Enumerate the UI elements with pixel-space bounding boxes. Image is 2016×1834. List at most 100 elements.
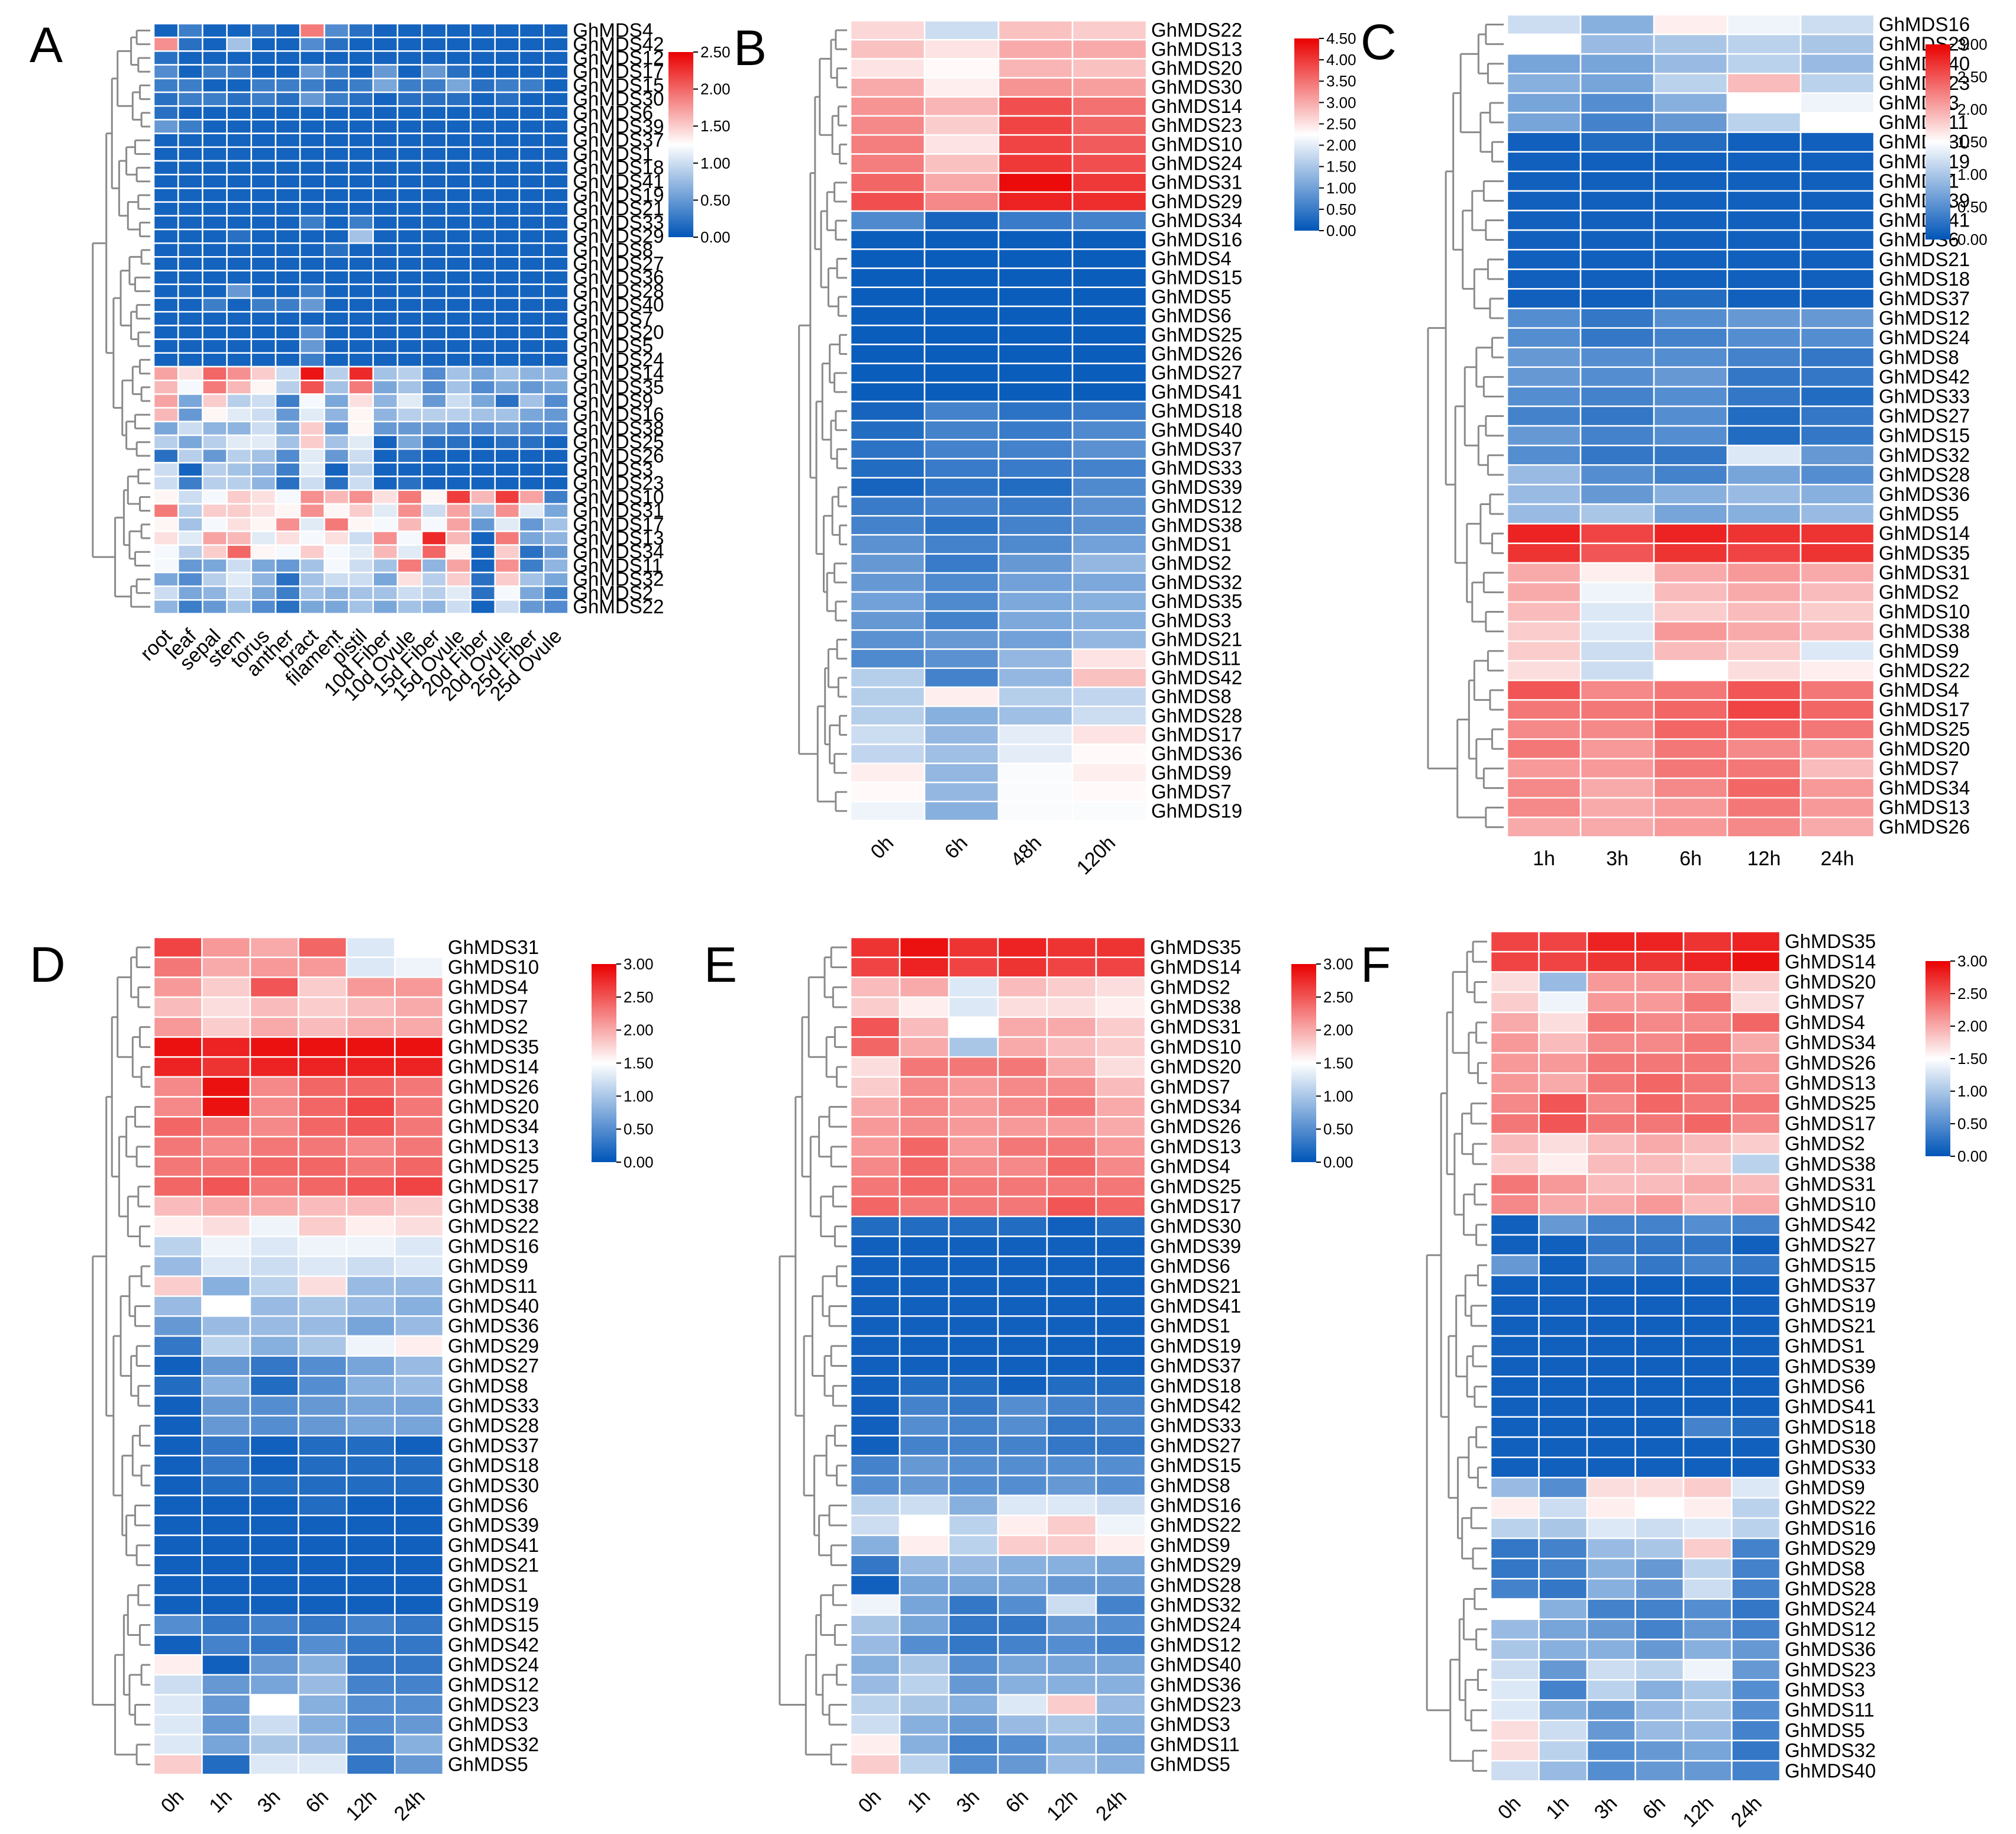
heatmap-cell (494, 22, 521, 38)
heatmap-cell (470, 599, 496, 614)
heatmap-cell (153, 489, 179, 505)
heatmap-cell (923, 344, 1000, 364)
heatmap-cell (1682, 1699, 1733, 1722)
heatmap-cell (396, 434, 423, 450)
heatmap-cell (1579, 209, 1655, 231)
heatmap-cell (250, 22, 277, 38)
heatmap-cell (345, 956, 396, 978)
heatmap-cell (1653, 131, 1729, 153)
heatmap-cell (1682, 1254, 1733, 1276)
heatmap-cell (518, 503, 545, 519)
heatmap-cell (1579, 112, 1655, 133)
heatmap-cell (177, 571, 203, 587)
heatmap-cell (899, 1355, 950, 1377)
heatmap-cell (1538, 1618, 1588, 1641)
heatmap-cell (298, 1176, 348, 1198)
row-label: GhMDS40 (573, 294, 664, 316)
heatmap-cell (542, 228, 569, 244)
column-label: 48h (1006, 832, 1046, 871)
heatmap-cell (345, 1255, 396, 1277)
heatmap-cell (324, 365, 350, 381)
heatmap-cell (1731, 930, 1781, 953)
heatmap-cell (1538, 1497, 1588, 1519)
heatmap-cell (298, 1474, 348, 1496)
heatmap-cell (849, 1116, 901, 1138)
heatmap-cell (1490, 1436, 1540, 1458)
heatmap-cell (1726, 229, 1802, 251)
heatmap-cell (1579, 405, 1655, 427)
heatmap-cell (997, 419, 1074, 441)
heatmap-cell (849, 667, 926, 688)
row-label: GhMDS29 (1879, 33, 1970, 55)
heatmap-cell (849, 1215, 901, 1237)
heatmap-cell (470, 215, 496, 231)
heatmap-cell (1506, 366, 1582, 388)
legend-tick-label: 2.00 (1957, 101, 1988, 118)
row-label: GhMDS23 (1151, 114, 1242, 136)
heatmap-cell (372, 187, 399, 203)
heatmap-cell (445, 352, 471, 368)
row-label: GhMDS1 (448, 1574, 528, 1596)
row-label: GhMDS40 (1785, 1759, 1876, 1781)
heatmap-cell (542, 352, 569, 368)
heatmap-cell (1586, 1315, 1636, 1337)
row-label: GhMDS31 (448, 936, 539, 958)
row-label: GhMDS22 (1785, 1497, 1876, 1519)
heatmap-cell (849, 515, 926, 536)
heatmap-cell (421, 283, 447, 299)
heatmap-cell (1726, 112, 1802, 133)
row-label: GhMDS10 (448, 956, 539, 978)
heatmap-cell (298, 1674, 348, 1696)
heatmap-cell (421, 173, 447, 189)
heatmap-cell (1538, 1173, 1588, 1195)
heatmap-cell (274, 352, 301, 368)
heatmap-cell (997, 1255, 1048, 1277)
heatmap-cell (394, 1395, 444, 1417)
heatmap-cell (177, 119, 203, 134)
heatmap-cell (1799, 581, 1875, 603)
heatmap-cell (948, 1116, 999, 1138)
heatmap-cell (1799, 777, 1875, 799)
heatmap-cell (201, 1275, 251, 1297)
row-label: GhMDS37 (448, 1434, 539, 1456)
heatmap-cell (177, 146, 203, 162)
heatmap-cell (202, 160, 228, 176)
row-label: GhMDS5 (1785, 1719, 1865, 1741)
heatmap-cell (421, 503, 447, 519)
heatmap-cell (1579, 562, 1655, 584)
heatmap-cell (923, 800, 1000, 821)
heatmap-cell (997, 1554, 1048, 1576)
heatmap-cell (997, 400, 1074, 422)
heatmap-cell (470, 379, 496, 395)
heatmap-cell (997, 58, 1074, 79)
heatmap-cell (1046, 956, 1097, 978)
row-label: GhMDS31 (1151, 172, 1242, 193)
heatmap-cell (153, 516, 179, 532)
heatmap-cell (997, 1215, 1048, 1237)
heatmap-cell (1490, 1254, 1540, 1276)
heatmap-cell (849, 956, 901, 978)
heatmap-cell (997, 1574, 1048, 1596)
heatmap-cell (1799, 248, 1875, 270)
heatmap-cell (1799, 758, 1875, 779)
heatmap-cell (324, 393, 350, 409)
heatmap-cell (1653, 112, 1729, 133)
heatmap-cell (348, 132, 374, 148)
heatmap-cell (1506, 425, 1582, 447)
row-label: GhMDS36 (1150, 1674, 1241, 1696)
row-label: GhMDS3 (573, 458, 653, 480)
heatmap-cell (226, 599, 253, 614)
heatmap-cell (1726, 523, 1802, 544)
heatmap-cell (177, 22, 203, 38)
row-label: GhMDS23 (1150, 1693, 1241, 1715)
heatmap-cell (202, 22, 228, 38)
legend-tick-label: 0.50 (623, 1120, 654, 1138)
row-label: GhMDS32 (1151, 571, 1242, 593)
heatmap-cell (445, 256, 471, 271)
heatmap-cell (470, 132, 496, 148)
row-label: GhMDS19 (1879, 150, 1970, 172)
heatmap-cell (518, 228, 545, 244)
heatmap-cell (1071, 762, 1148, 784)
heatmap-cell (298, 936, 348, 958)
heatmap-cell (494, 270, 521, 286)
